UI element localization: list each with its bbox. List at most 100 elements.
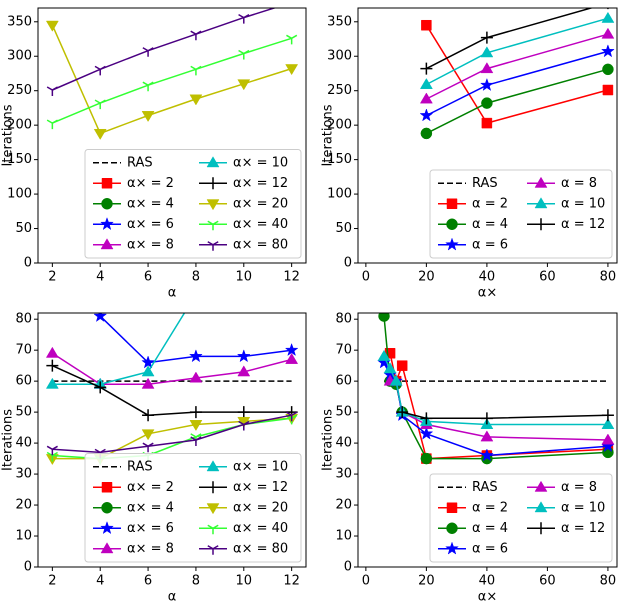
y-tick-label: 60	[335, 374, 352, 389]
marker	[93, 313, 108, 323]
y-tick-label: 250	[327, 83, 352, 98]
marker	[286, 34, 298, 45]
y-axis-label: Iterations	[1, 409, 16, 471]
legend-label: α× = 4	[127, 196, 174, 211]
legend-label: α = 8	[561, 480, 597, 495]
series-line	[52, 37, 292, 124]
series-line	[52, 417, 292, 460]
x-tick-label: 4	[96, 270, 104, 285]
axes-frame	[37, 312, 307, 568]
marker	[601, 409, 614, 422]
x-tick-label: 20	[418, 574, 435, 589]
legend-label: RAS	[472, 176, 498, 191]
legend-label: α = 6	[472, 541, 508, 556]
legend-marker	[207, 177, 219, 190]
series-line	[425, 24, 609, 124]
legend-label: RAS	[472, 480, 498, 495]
legend-label: RAS	[127, 155, 153, 170]
series-line	[402, 411, 608, 420]
marker	[396, 406, 409, 419]
marker	[601, 433, 615, 445]
y-tick-label: 10	[15, 529, 32, 544]
marker	[602, 63, 614, 76]
marker	[601, 11, 615, 23]
y-tick-label: 20	[15, 498, 32, 513]
marker	[188, 349, 203, 363]
legend-label: α× = 4	[127, 500, 174, 515]
y-tick-label: 80	[15, 312, 32, 327]
plot-area	[45, 313, 299, 466]
legend-label: α = 4	[472, 217, 508, 232]
x-tick-label: 40	[479, 270, 496, 285]
marker	[141, 377, 155, 389]
legend-marker	[207, 545, 219, 555]
marker	[93, 128, 107, 140]
legend-marker	[445, 237, 459, 251]
marker	[142, 47, 154, 57]
legend-marker	[206, 503, 220, 515]
legend-label: α× = 2	[127, 480, 174, 495]
legend-marker	[207, 220, 219, 231]
x-axis-label: α×	[478, 590, 497, 604]
x-tick-label: 10	[236, 270, 253, 285]
x-tick-label: 0	[362, 574, 370, 589]
legend-marker	[446, 218, 458, 230]
series-line	[52, 365, 292, 416]
y-tick-label: 50	[15, 221, 32, 236]
marker	[238, 49, 250, 60]
marker	[396, 360, 408, 371]
x-tick-label: 60	[539, 270, 556, 285]
legend-marker	[534, 176, 548, 188]
series-line	[426, 50, 609, 117]
y-tick-label: 30	[15, 467, 32, 482]
marker	[190, 436, 202, 446]
marker	[420, 452, 433, 465]
legend-label: α× = 10	[233, 459, 288, 474]
x-tick-label: 12	[283, 270, 300, 285]
marker	[480, 31, 493, 44]
y-tick-label: 350	[327, 14, 352, 29]
legend-label: α× = 80	[233, 541, 288, 556]
marker	[141, 429, 155, 441]
marker	[383, 362, 397, 374]
series-line	[383, 356, 608, 426]
y-tick-label: 60	[15, 374, 32, 389]
marker	[481, 117, 493, 129]
legend-marker	[100, 217, 114, 231]
legend-marker	[446, 198, 458, 209]
plot-area	[419, 8, 615, 140]
marker	[45, 20, 59, 32]
marker	[285, 352, 299, 364]
marker	[480, 412, 493, 425]
legend-label: α = 10	[561, 500, 605, 515]
series-line	[52, 8, 277, 91]
y-tick-label: 70	[335, 343, 352, 358]
legend-label: α× = 8	[127, 237, 174, 252]
legend: RAS α = 2 α = 4 α = 6 α = 8 α = 10 α = 12	[429, 169, 613, 259]
y-tick-label: 80	[335, 312, 352, 327]
x-tick-label: 6	[144, 270, 152, 285]
legend-marker	[100, 238, 114, 250]
y-axis-label: Iterations	[321, 409, 336, 471]
series-line	[52, 414, 292, 454]
legend-marker	[206, 460, 220, 472]
marker	[479, 448, 494, 462]
legend-marker	[100, 542, 114, 554]
subplot: 2 4 6 8 10 12 0 10 20 30 40 50 60 70 80 α Iterations RAS α…	[1, 312, 307, 604]
legend-label: α = 10	[561, 196, 605, 211]
legend-label: α× = 2	[127, 176, 174, 191]
marker	[601, 418, 615, 429]
plot-area	[377, 313, 615, 465]
y-tick-label: 0	[344, 256, 352, 271]
x-tick-label: 8	[192, 270, 200, 285]
y-tick-label: 10	[335, 529, 352, 544]
legend-marker	[534, 480, 548, 492]
x-tick-label: 12	[283, 574, 300, 589]
x-tick-label: 8	[192, 574, 200, 589]
marker	[480, 62, 494, 74]
subplot: 2 4 6 8 10 12 0 50 100 150 200 250 300 350 α Iterations…	[1, 7, 307, 301]
x-tick-label: 0	[362, 270, 370, 285]
legend-label: α× = 8	[127, 541, 174, 556]
y-tick-label: 100	[7, 187, 32, 202]
